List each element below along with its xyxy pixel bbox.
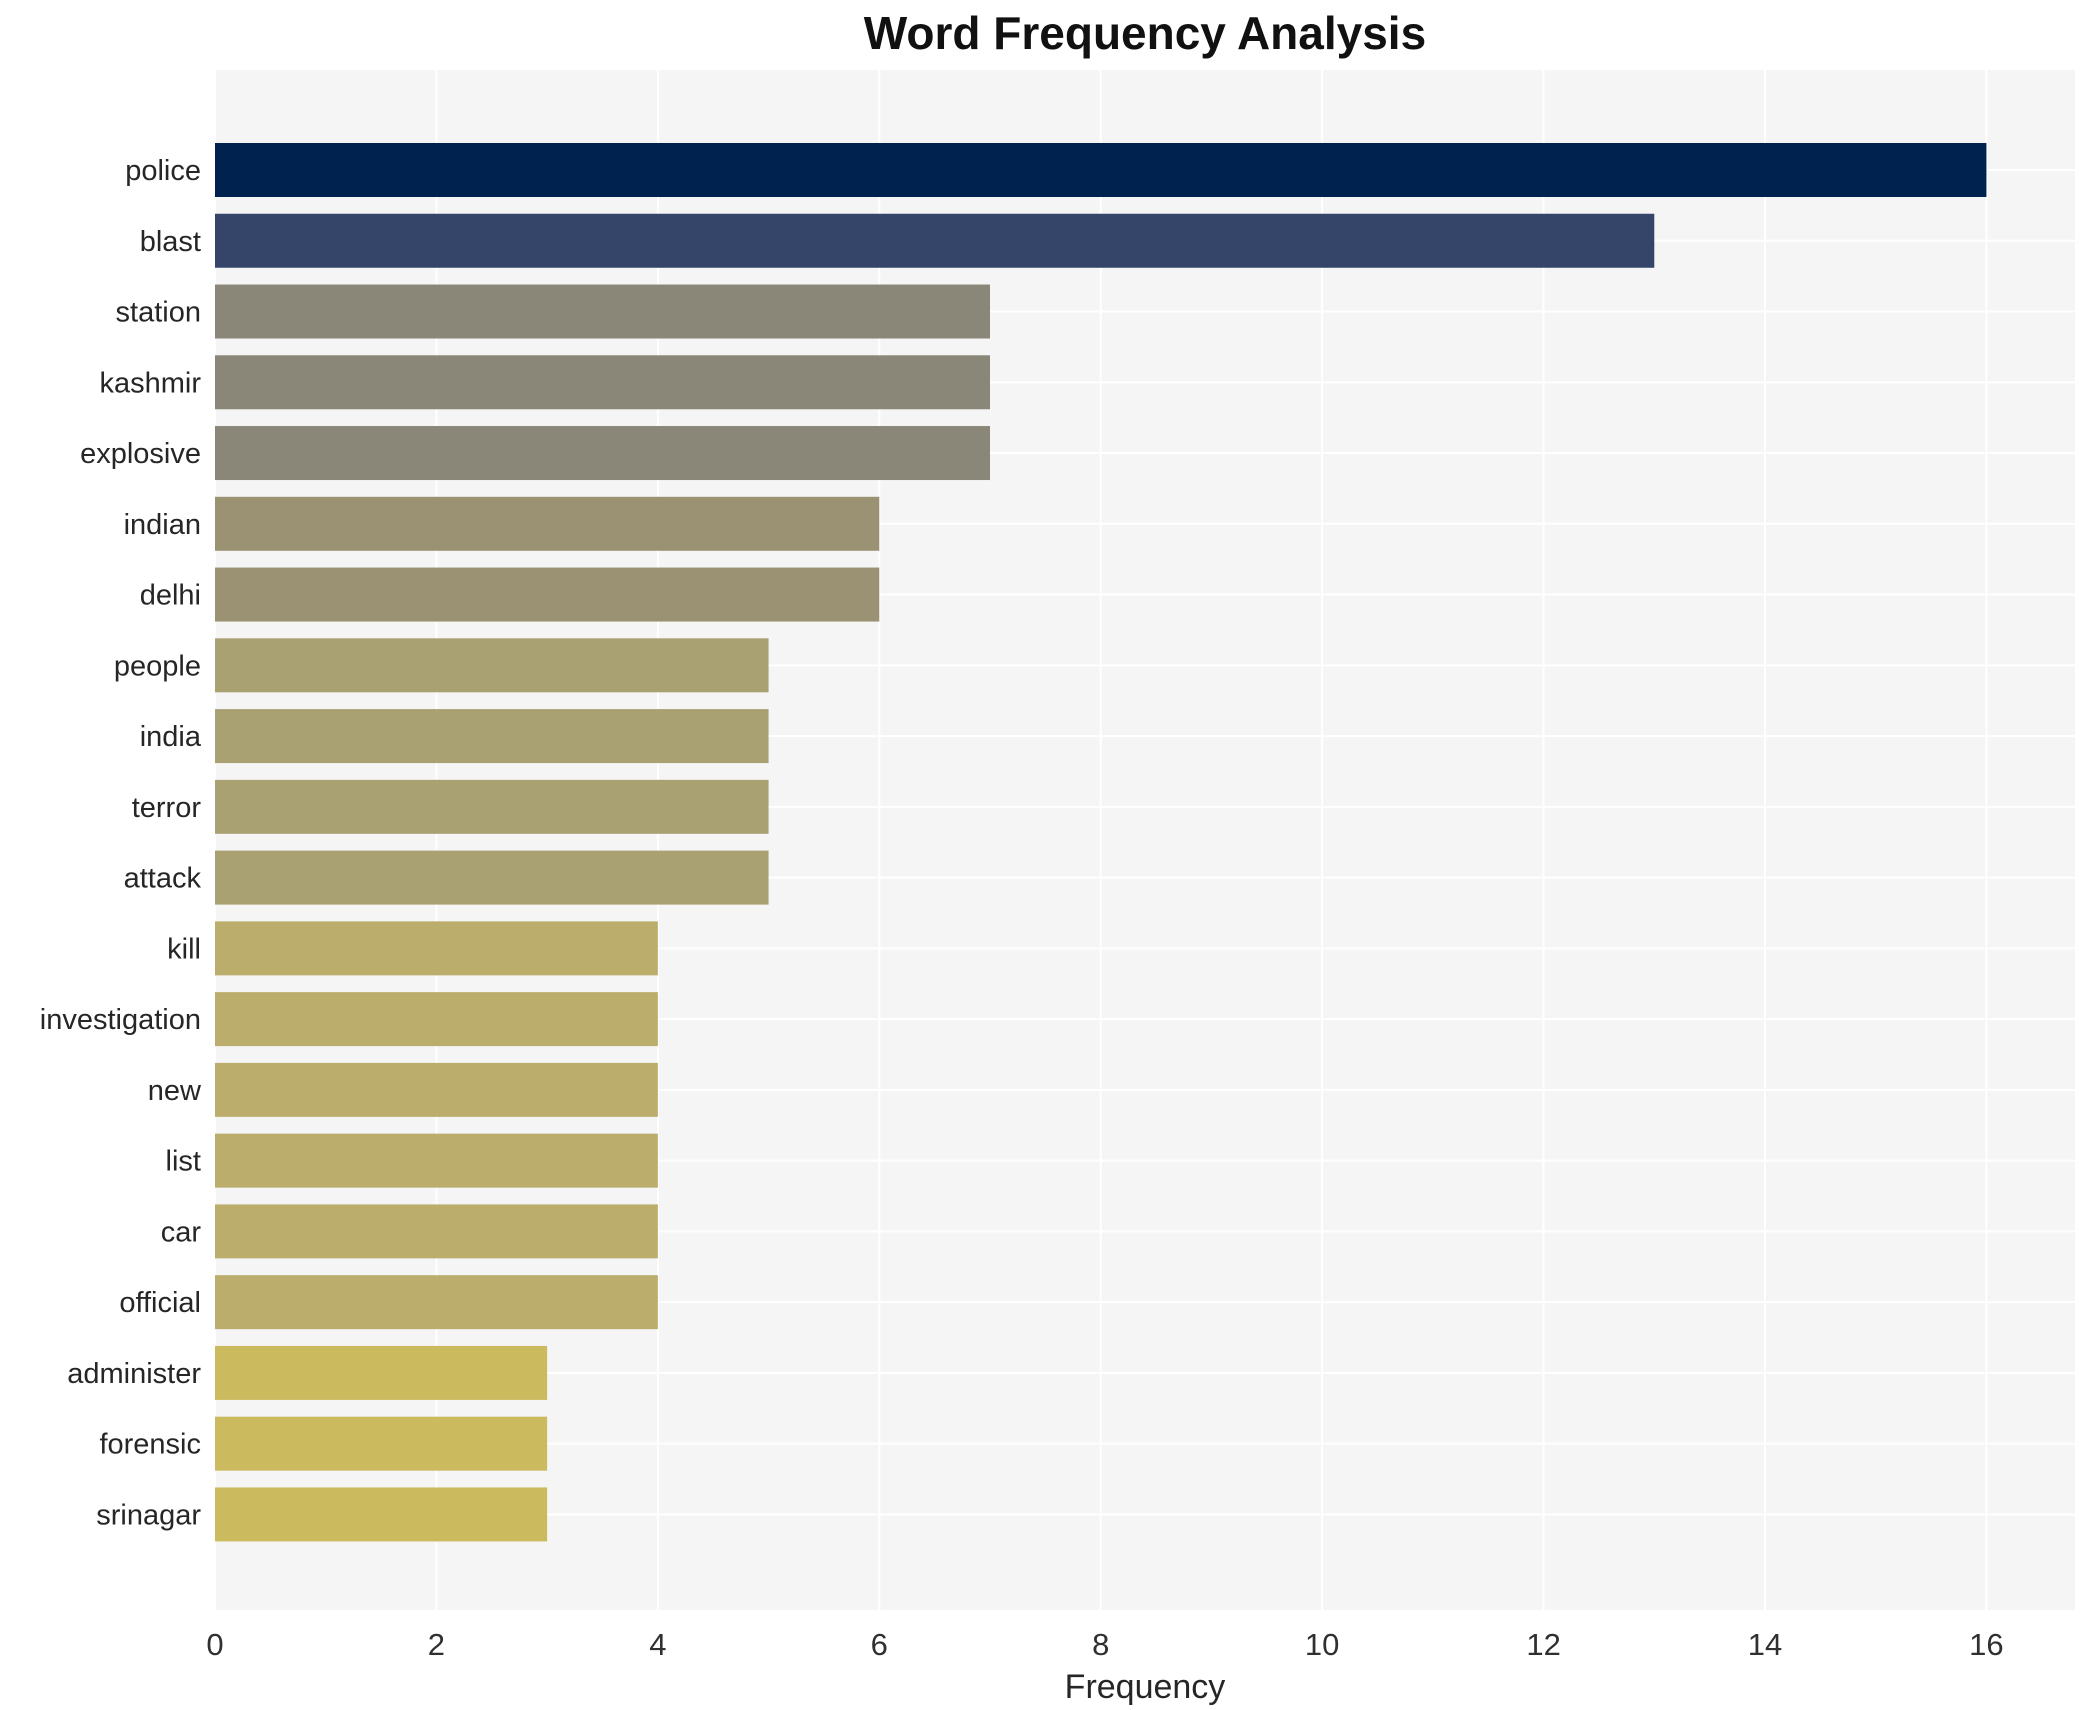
bar-delhi xyxy=(215,567,880,622)
bar-car xyxy=(215,1204,658,1259)
xtick-label-0: 0 xyxy=(206,1627,223,1662)
bar-administer xyxy=(215,1345,548,1400)
bar-people xyxy=(215,638,769,693)
bar-kashmir xyxy=(215,355,990,410)
bar-forensic xyxy=(215,1416,548,1471)
ytick-label-attack: attack xyxy=(124,863,202,895)
bar-station xyxy=(215,284,990,339)
ytick-label-srinagar: srinagar xyxy=(96,1499,201,1531)
bar-indian xyxy=(215,496,880,551)
ytick-label-terror: terror xyxy=(132,792,202,824)
ytick-label-explosive: explosive xyxy=(80,438,201,470)
x-axis-label: Frequency xyxy=(1065,1668,1226,1706)
xtick-label-10: 10 xyxy=(1305,1627,1339,1662)
ytick-label-delhi: delhi xyxy=(140,580,201,612)
ytick-label-car: car xyxy=(161,1216,202,1248)
ytick-label-indian: indian xyxy=(124,509,201,541)
ytick-label-station: station xyxy=(116,297,201,329)
bar-investigation xyxy=(215,992,658,1047)
ytick-label-new: new xyxy=(148,1075,202,1107)
ytick-label-official: official xyxy=(119,1287,201,1319)
xtick-label-6: 6 xyxy=(871,1627,888,1662)
ytick-label-investigation: investigation xyxy=(40,1004,201,1036)
xtick-label-8: 8 xyxy=(1092,1627,1109,1662)
bar-kill xyxy=(215,921,658,976)
bar-srinagar xyxy=(215,1487,548,1542)
chart-title: Word Frequency Analysis xyxy=(863,7,1427,59)
ytick-label-kashmir: kashmir xyxy=(99,367,201,399)
ytick-label-blast: blast xyxy=(140,226,201,258)
ytick-label-kill: kill xyxy=(167,933,201,965)
bar-blast xyxy=(215,213,1655,268)
xtick-label-14: 14 xyxy=(1748,1627,1782,1662)
bar-india xyxy=(215,709,769,764)
ytick-label-administer: administer xyxy=(67,1358,201,1390)
bar-terror xyxy=(215,779,769,834)
ytick-label-india: india xyxy=(140,721,202,753)
bar-new xyxy=(215,1062,658,1117)
xtick-label-2: 2 xyxy=(428,1627,445,1662)
ytick-label-police: police xyxy=(125,155,201,187)
ytick-label-forensic: forensic xyxy=(99,1429,201,1461)
ytick-label-people: people xyxy=(114,650,201,682)
bar-official xyxy=(215,1275,658,1330)
xtick-label-12: 12 xyxy=(1526,1627,1560,1662)
xtick-label-4: 4 xyxy=(649,1627,666,1662)
bar-explosive xyxy=(215,426,990,481)
bar-list xyxy=(215,1133,658,1188)
bar-police xyxy=(215,143,1987,197)
ytick-label-list: list xyxy=(166,1146,201,1178)
bar-attack xyxy=(215,850,769,905)
xtick-label-16: 16 xyxy=(1969,1627,2003,1662)
